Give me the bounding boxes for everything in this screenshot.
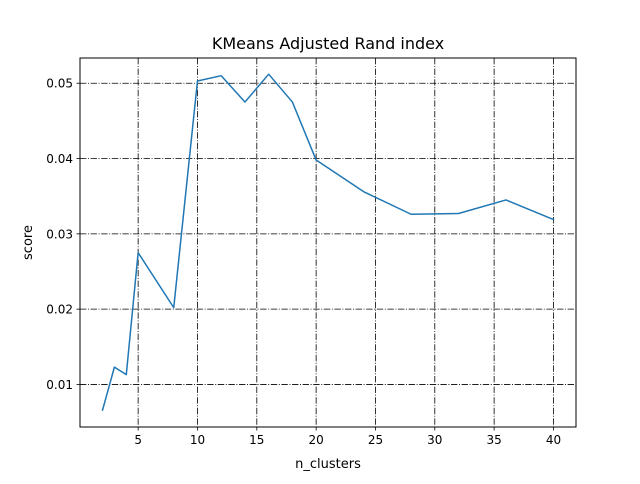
y-tick-label: 0.02 <box>46 303 73 317</box>
y-tick-label: 0.01 <box>46 378 73 392</box>
grid <box>80 58 576 427</box>
x-axis: 5 10 15 20 25 30 35 40 <box>134 427 561 447</box>
chart-title: KMeans Adjusted Rand index <box>212 34 444 53</box>
x-tick-label: 40 <box>546 433 561 447</box>
x-tick-label: 5 <box>134 433 142 447</box>
x-tick-label: 30 <box>427 433 442 447</box>
x-tick-label: 15 <box>249 433 264 447</box>
y-axis: 0.01 0.02 0.03 0.04 0.05 <box>46 77 80 392</box>
y-tick-label: 0.05 <box>46 77 73 91</box>
y-axis-label: score <box>21 225 36 260</box>
x-axis-label: n_clusters <box>295 457 361 472</box>
x-tick-label: 35 <box>486 433 501 447</box>
series-layer <box>101 73 555 411</box>
x-tick-label: 25 <box>368 433 383 447</box>
y-tick-label: 0.04 <box>46 152 73 166</box>
plot-frame <box>79 57 577 428</box>
y-tick-label: 0.03 <box>46 227 73 241</box>
x-tick-label: 20 <box>308 433 323 447</box>
x-tick-label: 10 <box>190 433 205 447</box>
series-line <box>101 73 555 411</box>
